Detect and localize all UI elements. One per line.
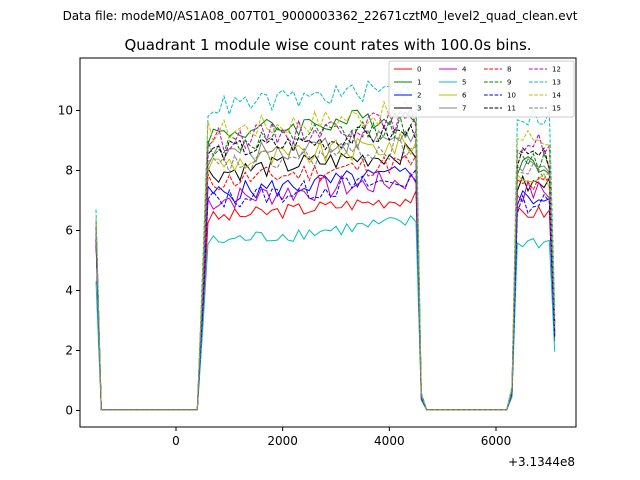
y-tick-label: 8 (65, 164, 73, 178)
series-line-13 (95, 80, 556, 411)
legend-label-6: 6 (462, 92, 467, 100)
legend-label-13: 13 (552, 79, 561, 87)
series-line-3 (95, 142, 556, 411)
legend-label-15: 15 (552, 105, 561, 113)
series-line-15 (95, 137, 556, 411)
legend-label-14: 14 (552, 92, 561, 100)
y-tick-label: 4 (65, 284, 73, 298)
legend-label-1: 1 (417, 79, 421, 87)
legend-label-2: 2 (417, 92, 421, 100)
legend-label-0: 0 (417, 66, 421, 74)
y-tick-label: 6 (65, 224, 73, 238)
legend-label-8: 8 (507, 66, 511, 74)
series-line-0 (95, 190, 556, 411)
series-line-2 (95, 165, 556, 411)
chart-title: Quadrant 1 module wise count rates with … (124, 36, 531, 54)
series-line-11 (95, 123, 556, 411)
plot-frame (79, 57, 577, 428)
legend-label-12: 12 (552, 66, 561, 74)
series-line-1 (95, 109, 556, 411)
series-line-7 (95, 129, 556, 411)
series-line-10 (95, 168, 556, 411)
y-axis: 0 2 4 6 8 10 (58, 104, 80, 418)
y-tick-label: 2 (65, 344, 73, 358)
x-offset-text: +3.1344e8 (508, 455, 575, 469)
legend-label-5: 5 (462, 79, 466, 87)
series-line-5 (95, 214, 556, 411)
series-line-8 (95, 154, 556, 411)
series-line-12 (95, 107, 556, 411)
legend-label-3: 3 (417, 105, 421, 113)
y-tick-label: 10 (58, 104, 73, 118)
suptitle: Data file: modeM0/AS1A08_007T01_90000033… (63, 9, 578, 23)
y-tick-label: 0 (65, 404, 73, 418)
x-tick-label: 0 (172, 434, 180, 448)
legend-label-11: 11 (507, 105, 516, 113)
x-tick-label: 6000 (481, 434, 512, 448)
legend-label-7: 7 (462, 105, 466, 113)
x-axis: 0 2000 4000 6000 (172, 427, 511, 448)
legend-box (388, 60, 575, 118)
series-line-14 (95, 100, 556, 411)
x-tick-label: 4000 (374, 434, 405, 448)
x-tick-label: 2000 (267, 434, 298, 448)
series-layer (95, 80, 556, 411)
legend-label-10: 10 (507, 92, 516, 100)
series-line-4 (95, 170, 556, 411)
legend-label-4: 4 (462, 66, 467, 74)
legend-label-9: 9 (507, 79, 511, 87)
